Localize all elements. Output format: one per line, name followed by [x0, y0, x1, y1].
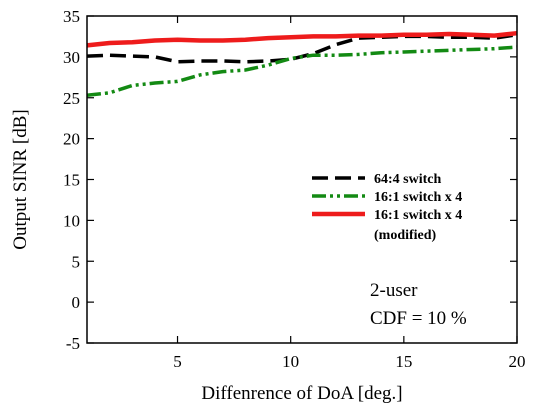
series-layer [86, 30, 518, 98]
x-tick-label: 20 [509, 352, 526, 371]
plot-frame [86, 15, 518, 344]
ticks-layer: -5 0 5 10 15 20 25 30 35 5 10 15 20 [63, 7, 526, 371]
x-tick-label: 5 [173, 352, 182, 371]
x-tick-label: 15 [395, 352, 412, 371]
y-tick-label: 0 [72, 293, 81, 312]
y-axis-label: Output SINR [dB] [10, 109, 31, 249]
legend-label-16-1-switch-x4: 16:1 switch x 4 [374, 190, 462, 205]
y-tick-label: 5 [72, 252, 81, 271]
y-tick-label: 10 [63, 211, 80, 230]
x-tick-label: 10 [282, 352, 299, 371]
legend-label-64-4-switch: 64:4 switch [374, 172, 441, 187]
annotation-cdf: CDF = 10 % [370, 308, 467, 329]
series-line-1 [86, 45, 518, 98]
annotation-user-count: 2-user [370, 280, 418, 301]
series-line-2 [86, 30, 518, 48]
y-tick-label: 20 [63, 130, 80, 149]
legend-label-16-1-switch-x4-modified: 16:1 switch x 4 [374, 208, 462, 223]
y-tick-label: 15 [63, 171, 80, 190]
legend-label-modified-suffix: (modified) [374, 228, 437, 243]
y-tick-label: 25 [63, 89, 80, 108]
y-tick-label: -5 [66, 334, 80, 353]
y-tick-label: 30 [63, 48, 80, 67]
x-axis-label: Diffenrence of DoA [deg.] [201, 383, 402, 404]
y-tick-label: 35 [63, 7, 80, 26]
legend: 64:4 switch 16:1 switch x 4 16:1 switch … [312, 172, 462, 243]
